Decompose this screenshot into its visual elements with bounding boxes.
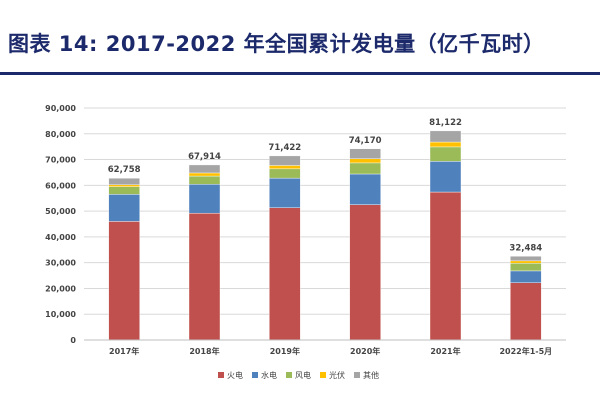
legend-label: 风电 [295,370,311,380]
bar-segment-风电 [349,162,381,175]
x-tick-label: 2021年 [430,346,460,356]
bar-segment-其他 [349,148,381,159]
bar-segment-光伏 [108,184,140,187]
bar-segment-水电 [349,173,381,205]
legend-label: 水电 [261,370,277,380]
legend-label: 其他 [363,370,379,380]
total-data-label: 67,914 [188,152,221,162]
bar-segment-水电 [510,270,542,283]
legend-swatch-火电 [218,372,224,378]
bar-segment-其他 [510,256,542,262]
bar-segment-火电 [188,212,221,341]
y-tick-label: 90,000 [45,104,76,113]
bar-segment-火电 [510,282,542,341]
bar-segment-光伏 [429,141,462,148]
total-data-label: 62,758 [108,165,141,175]
legend-swatch-其他 [354,372,360,378]
bar-segment-风电 [510,262,542,272]
legend-swatch-水电 [252,372,258,378]
bar-segment-其他 [269,155,301,166]
x-tick-label: 2022年1-5月 [499,346,552,356]
total-data-label: 74,170 [349,136,382,146]
legend-swatch-风电 [286,372,292,378]
bar-segment-火电 [269,207,301,341]
title-divider [0,72,600,75]
y-tick-label: 40,000 [45,233,76,242]
y-tick-label: 60,000 [45,181,76,190]
bar-segment-其他 [108,178,140,186]
bar-segment-光伏 [510,260,542,264]
bar-segment-风电 [429,146,462,162]
y-tick-label: 70,000 [45,156,76,165]
bar-segment-其他 [188,164,221,174]
bar-segment-风电 [108,186,140,195]
y-tick-label: 10,000 [45,310,76,319]
y-tick-label: 0 [70,336,76,345]
y-tick-label: 20,000 [45,284,76,293]
bar-segment-火电 [108,221,140,341]
x-tick-label: 2019年 [270,346,300,356]
chart-title: 图表 14: 2017-2022 年全国累计发电量（亿千瓦时） [8,32,545,56]
bar-segment-风电 [269,168,301,179]
total-data-label: 32,484 [509,243,542,253]
bar-segment-光伏 [349,158,381,164]
bar-segment-水电 [108,194,140,222]
y-tick-label: 30,000 [45,259,76,268]
bar-segment-水电 [429,161,462,193]
x-tick-label: 2017年 [109,346,139,356]
y-tick-label: 80,000 [45,130,76,139]
total-data-label: 71,422 [268,143,301,153]
bar-segment-风电 [188,175,221,185]
legend-swatch-光伏 [320,372,326,378]
bar-segment-水电 [269,177,301,208]
y-tick-label: 50,000 [45,207,76,216]
bar-segment-火电 [349,204,381,341]
x-tick-label: 2018年 [189,346,219,356]
total-data-label: 81,122 [429,118,462,128]
bar-segment-火电 [429,191,462,341]
legend-label: 火电 [227,370,243,380]
bar-segment-光伏 [188,172,221,177]
x-tick-label: 2020年 [350,346,380,356]
bar-segment-其他 [429,130,462,143]
bar-segment-光伏 [269,165,301,170]
bar-segment-水电 [188,184,221,214]
legend-label: 光伏 [329,370,345,380]
